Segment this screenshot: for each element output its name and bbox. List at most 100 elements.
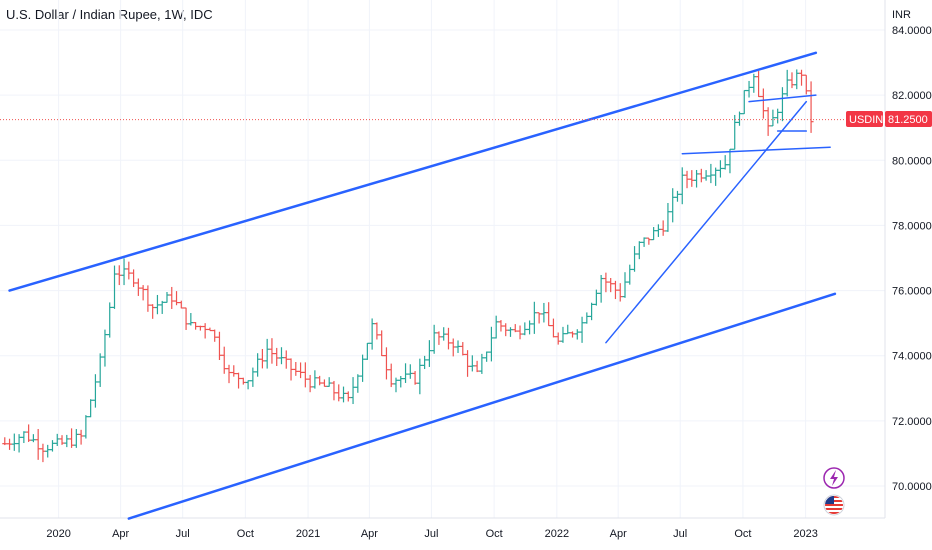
- ohlc-bar: [732, 114, 738, 150]
- ohlc-bar: [88, 399, 94, 418]
- price-tick-label: 84.0000: [892, 25, 932, 37]
- ohlc-bar: [713, 167, 719, 186]
- ohlc-bar: [92, 374, 98, 408]
- price-tick-label: 72.0000: [892, 416, 932, 428]
- ohlc-bar: [760, 88, 766, 119]
- ohlc-bar: [641, 237, 647, 247]
- ohlc-bar: [765, 107, 771, 136]
- us-flag-icon[interactable]: [823, 494, 845, 516]
- trendline-lower-channel[interactable]: [127, 292, 837, 520]
- ohlc-bar: [546, 302, 552, 327]
- ohlc-bar: [54, 433, 60, 446]
- ohlc-bar: [336, 384, 342, 402]
- ohlc-bar: [231, 365, 237, 377]
- ohlc-bar: [188, 313, 194, 326]
- ohlc-bar: [670, 188, 676, 223]
- ohlc-bar: [379, 330, 385, 357]
- ohlc-bar: [164, 291, 170, 303]
- ohlc-bar: [584, 312, 590, 324]
- ohlc-bar: [174, 291, 180, 306]
- ohlc-bar: [388, 363, 394, 388]
- ohlc-bar: [737, 111, 743, 126]
- ohlc-bar: [507, 327, 513, 337]
- ohlc-bar: [116, 265, 122, 286]
- time-tick-label: Jul: [176, 528, 190, 540]
- ohlc-bar: [579, 316, 585, 343]
- ohlc-bar: [808, 81, 814, 133]
- ohlc-bar: [512, 324, 518, 333]
- flash-icon[interactable]: [823, 467, 845, 489]
- trendline-support-shelf[interactable]: [681, 146, 831, 155]
- ohlc-bar: [383, 347, 389, 380]
- price-tick-label: 74.0000: [892, 351, 932, 363]
- ohlc-bar: [694, 169, 700, 188]
- ohlc-bar: [722, 155, 728, 170]
- ohlc-bar: [150, 304, 156, 319]
- ohlc-bar: [431, 324, 437, 354]
- ohlc-bar: [178, 300, 184, 309]
- ohlc-bar: [717, 160, 723, 178]
- ohlc-bar: [245, 380, 251, 390]
- ohlc-bar: [345, 391, 351, 402]
- ohlc-bar: [236, 372, 242, 389]
- ohlc-bar: [412, 371, 418, 385]
- time-tick-label: 2020: [46, 528, 70, 540]
- price-axis[interactable]: INR 70.0000 72.0000 74.0000 76.0000 78.0000 8…: [892, 9, 932, 493]
- ohlc-bar: [698, 168, 704, 183]
- ohlc-bar: [527, 320, 533, 335]
- ohlc-bar: [293, 361, 299, 376]
- time-axis[interactable]: 2020 Apr Jul Oct 2021 Apr Jul Oct 2022 Apr Jul Oct 2…: [46, 528, 817, 540]
- ohlc-bar: [655, 224, 661, 237]
- ohlc-bar: [779, 87, 785, 122]
- ohlc-bar: [727, 148, 733, 174]
- trendline-triangle-top[interactable]: [748, 94, 817, 103]
- ohlc-bar: [169, 286, 175, 309]
- price-badge-text: 81.2500: [888, 114, 928, 126]
- ohlc-bar: [197, 325, 203, 331]
- ohlc-bar: [622, 272, 628, 298]
- ohlc-bar: [646, 237, 652, 245]
- time-tick-label: Oct: [734, 528, 751, 540]
- ohlc-bar: [264, 338, 270, 369]
- ohlc-bar: [159, 300, 165, 314]
- ohlc-bar: [140, 285, 146, 301]
- time-tick-label: Jul: [424, 528, 438, 540]
- trendline-upper-channel[interactable]: [8, 51, 818, 292]
- ohlc-bar: [135, 278, 141, 296]
- trendlines[interactable]: [8, 51, 837, 520]
- trendline-rising-support[interactable]: [605, 100, 808, 344]
- price-tick-label: 82.0000: [892, 90, 932, 102]
- grid: [0, 0, 886, 519]
- ohlc-bar: [799, 69, 805, 86]
- ohlc-bar: [102, 329, 108, 367]
- ohlc-bar: [73, 429, 79, 448]
- ohlc-bar: [469, 355, 475, 372]
- ohlc-bar: [360, 354, 366, 382]
- ohlc-bar: [689, 170, 695, 187]
- ohlc-bar: [708, 163, 714, 184]
- ohlc-bar: [775, 108, 781, 124]
- ohlc-bar: [560, 326, 566, 343]
- ohlc-bar: [803, 74, 809, 95]
- ohlc-bar: [83, 415, 89, 439]
- ohlc-bar: [7, 438, 13, 450]
- time-tick-label: Oct: [486, 528, 503, 540]
- ohlc-bar: [250, 367, 256, 387]
- ohlc-bar: [479, 353, 485, 374]
- time-tick-label: Apr: [112, 528, 129, 540]
- ohlc-bar: [193, 322, 199, 330]
- price-axis-unit: INR: [892, 9, 911, 21]
- price-tick-label: 78.0000: [892, 220, 932, 232]
- ohlc-bar: [636, 241, 642, 260]
- ohlc-bar: [288, 358, 294, 381]
- ohlc-bar: [445, 327, 451, 350]
- ohlc-bar: [617, 283, 623, 302]
- ohlc-bar: [21, 431, 27, 444]
- ohlc-bar: [770, 109, 776, 127]
- ohlc-bar: [660, 220, 666, 236]
- ohlc-bar: [274, 347, 280, 366]
- ohlc-bar: [684, 170, 690, 189]
- ohlc-bar: [608, 277, 614, 293]
